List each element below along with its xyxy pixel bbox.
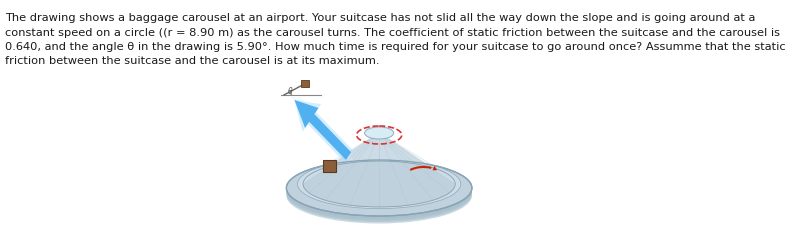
Polygon shape — [303, 133, 455, 184]
Polygon shape — [290, 97, 355, 161]
Polygon shape — [432, 166, 437, 170]
Ellipse shape — [286, 168, 472, 223]
Ellipse shape — [286, 166, 472, 222]
Text: friction between the suitcase and the carousel is at its maximum.: friction between the suitcase and the ca… — [5, 56, 380, 67]
Text: constant speed on a circle ((r = 8.90 m) as the carousel turns. The coefficient : constant speed on a circle ((r = 8.90 m)… — [5, 28, 780, 38]
Polygon shape — [303, 133, 455, 207]
Bar — [323, 160, 336, 172]
Text: 0.640, and the angle θ in the drawing is 5.90°. How much time is required for yo: 0.640, and the angle θ in the drawing is… — [5, 42, 786, 52]
Bar — [301, 80, 309, 87]
Text: θ: θ — [288, 87, 293, 96]
Text: The drawing shows a baggage carousel at an airport. Your suitcase has not slid a: The drawing shows a baggage carousel at … — [5, 13, 755, 23]
Ellipse shape — [286, 161, 472, 218]
Ellipse shape — [298, 159, 461, 209]
Ellipse shape — [286, 163, 472, 219]
Ellipse shape — [286, 164, 472, 220]
Ellipse shape — [365, 127, 393, 139]
Ellipse shape — [286, 160, 472, 216]
Ellipse shape — [286, 160, 472, 216]
Polygon shape — [294, 100, 351, 160]
Polygon shape — [294, 100, 353, 162]
